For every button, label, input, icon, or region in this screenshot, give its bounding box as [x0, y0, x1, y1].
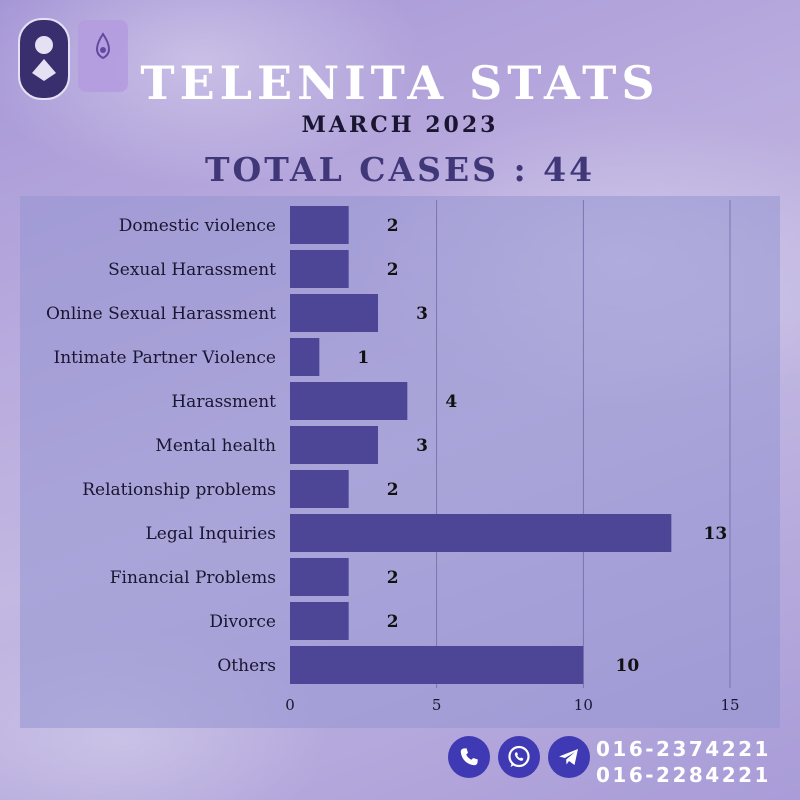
category-label-1: Sexual Harassment — [108, 260, 276, 280]
bar-4 — [290, 382, 408, 420]
bar-7 — [290, 514, 672, 552]
awam-logo — [18, 18, 70, 100]
total-cases: TOTAL CASES : 44 — [204, 150, 596, 189]
phone-numbers: 016-2374221 016-2284221 — [596, 736, 771, 788]
bar-8 — [290, 558, 349, 596]
bar-5 — [290, 426, 378, 464]
phone-icon[interactable] — [448, 736, 490, 778]
page-subtitle: MARCH 2023 — [301, 112, 499, 138]
category-label-6: Relationship problems — [82, 480, 276, 500]
value-label-8: 2 — [387, 568, 399, 588]
bar-6 — [290, 470, 349, 508]
tekuna-telenita-logo — [78, 20, 128, 92]
value-label-5: 3 — [416, 436, 428, 456]
value-label-3: 1 — [357, 348, 369, 368]
category-label-4: Harassment — [171, 392, 276, 412]
value-label-4: 4 — [445, 392, 457, 412]
category-label-5: Mental health — [155, 436, 276, 456]
bar-3 — [290, 338, 320, 376]
chart-panel: Domestic violence 2 Sexual Harassment 2 Onli… — [20, 196, 780, 728]
value-label-7: 13 — [703, 524, 727, 544]
tick-label-5: 5 — [432, 696, 442, 714]
category-label-2: Online Sexual Harassment — [46, 304, 276, 324]
bar-chart: Domestic violence 2 Sexual Harassment 2 Onli… — [46, 200, 740, 714]
category-label-9: Divorce — [209, 612, 276, 632]
tick-label-15: 15 — [720, 696, 739, 714]
bar-9 — [290, 602, 349, 640]
value-label-0: 2 — [387, 216, 399, 236]
value-label-10: 10 — [615, 656, 639, 676]
bar-2 — [290, 294, 378, 332]
category-label-10: Others — [217, 656, 276, 676]
bar-10 — [290, 646, 584, 684]
category-label-7: Legal Inquiries — [146, 524, 277, 544]
value-label-9: 2 — [387, 612, 399, 632]
bar-0 — [290, 206, 349, 244]
value-label-1: 2 — [387, 260, 399, 280]
category-label-8: Financial Problems — [110, 568, 276, 588]
telegram-icon[interactable] — [548, 736, 590, 778]
category-label-0: Domestic violence — [119, 216, 276, 236]
page-title: TELENITA STATS — [140, 56, 660, 110]
value-label-2: 3 — [416, 304, 428, 324]
tick-label-0: 0 — [285, 696, 295, 714]
tick-label-10: 10 — [574, 696, 593, 714]
value-label-6: 2 — [387, 480, 399, 500]
contact-icons — [448, 736, 590, 780]
whatsapp-icon[interactable] — [498, 736, 540, 778]
bar-1 — [290, 250, 349, 288]
phone-number-2[interactable]: 016-2284221 — [596, 763, 771, 787]
phone-number-1[interactable]: 016-2374221 — [596, 737, 771, 761]
category-label-3: Intimate Partner Violence — [54, 348, 276, 368]
